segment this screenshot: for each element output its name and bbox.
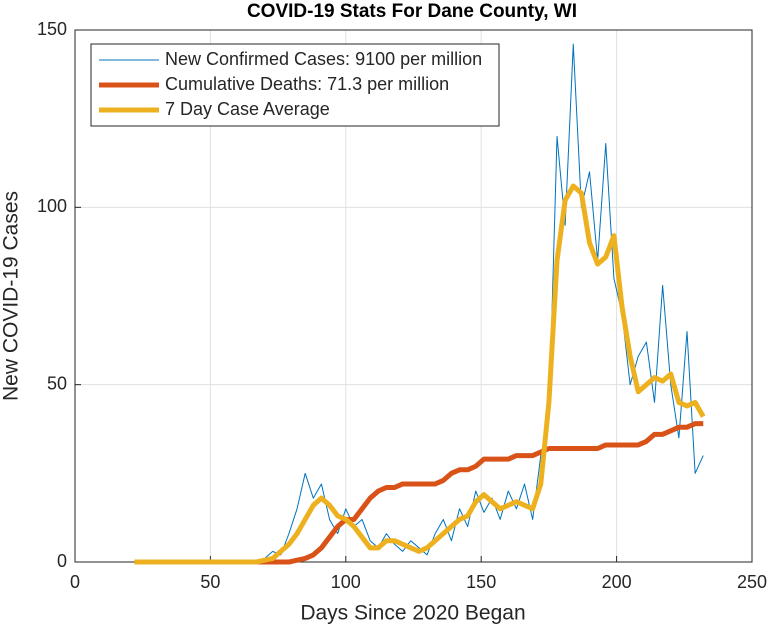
y-tick-label: 100 xyxy=(37,196,67,216)
x-tick-label: 50 xyxy=(200,572,220,592)
x-tick-label: 200 xyxy=(602,572,632,592)
x-tick-label: 0 xyxy=(70,572,80,592)
plot-frame xyxy=(74,29,753,563)
y-tick-label: 0 xyxy=(57,551,67,571)
x-tick-label: 150 xyxy=(466,572,496,592)
y-tick-label: 50 xyxy=(47,373,67,393)
legend-label: New Confirmed Cases: 9100 per million xyxy=(165,49,482,69)
x-axis-label: Days Since 2020 Began xyxy=(300,602,525,625)
y-axis-label: New COVID-19 Cases xyxy=(0,191,23,401)
legend-label: Cumulative Deaths: 71.3 per million xyxy=(165,74,449,94)
x-tick-label: 100 xyxy=(331,572,361,592)
data-line xyxy=(134,183,706,565)
x-tick-label: 250 xyxy=(737,572,767,592)
y-tick-label: 150 xyxy=(37,19,67,39)
legend-label: 7 Day Case Average xyxy=(165,99,330,119)
chart-title: COVID-19 Stats For Dane County, WI xyxy=(247,1,577,22)
